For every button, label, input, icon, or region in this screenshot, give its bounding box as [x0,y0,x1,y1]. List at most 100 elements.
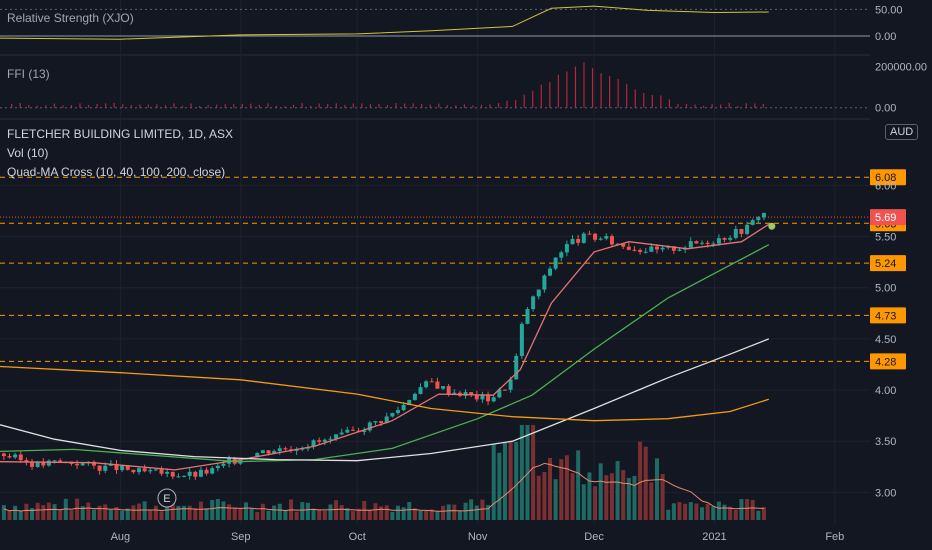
candle-body [215,465,220,469]
price-level-badge [870,307,906,324]
volume-bar [24,503,29,520]
volume-bar [604,475,609,520]
ma-line-40 [0,244,770,463]
volume-bar [666,509,671,520]
y-tick-label: 4.50 [875,334,896,346]
earnings-marker [157,488,177,508]
volume-bar [491,444,496,520]
volume-bar [120,510,125,520]
candle-body [548,268,553,276]
candle-body [474,394,479,400]
volume-bar [283,510,288,520]
y-tick-label: 5.00 [875,283,896,295]
candle-body [626,246,631,250]
candle-body [531,296,536,310]
volume-bar [677,502,682,520]
candle-body [142,468,147,472]
volume-bar [58,509,63,520]
candle-body [694,241,699,244]
volume-bar [649,482,654,520]
volume-bar [165,502,170,520]
candle-body [643,251,648,253]
candle-body [35,461,40,467]
candle-body [480,394,485,400]
volume-bar [80,506,85,520]
x-tick-label: Sep [231,531,251,543]
candle-body [700,242,705,244]
volume-bar [542,472,547,520]
candle-body [536,289,541,297]
candle-body [559,252,564,258]
volume-bar [384,505,389,520]
volume-bar [514,442,519,520]
candle-body [435,381,440,389]
candle-body [446,386,451,395]
candle-body [671,246,676,251]
volume-bar [300,502,305,520]
x-tick-label: Nov [468,531,488,543]
volume-bar [52,504,57,520]
volume-bar [75,498,80,520]
volume-bar [193,508,198,520]
volume-bar [108,509,113,520]
price-level-badge [870,255,906,272]
volume-bar [294,511,299,520]
candle-body [120,465,125,471]
price-level-text: 4.73 [875,310,896,322]
candle-body [328,438,333,440]
x-tick-label: Aug [111,531,131,543]
candle-body [210,468,215,474]
candle-body [221,463,226,466]
candle-body [660,247,665,250]
vol-indicator-label[interactable]: Vol (10) [7,146,49,160]
candle-body [255,453,260,458]
candle-body [564,244,569,253]
currency-button[interactable]: AUD [885,124,919,140]
volume-bar [486,505,491,520]
candle-body [18,454,23,461]
volume-bar [632,475,637,520]
candle-body [193,471,198,477]
volume-bar [350,511,355,520]
candle-body [198,469,203,477]
candle-body [615,243,620,245]
volume-bar [671,503,676,520]
candle-body [750,220,755,225]
volume-bar [519,425,524,520]
candle-body [756,217,761,221]
volume-bar [395,505,400,520]
volume-bar [435,511,440,520]
candle-body [148,470,153,472]
candle-body [553,257,558,269]
ma-indicator-label[interactable]: Quad-MA Cross (10, 40, 100, 200, close) [7,165,226,179]
volume-bar [412,508,417,520]
candle-body [412,393,417,400]
volume-bar [638,441,643,520]
volume-bar [227,504,232,520]
volume-bar [379,506,384,520]
candle-body [317,440,322,442]
rs-indicator-label[interactable]: Relative Strength (XJO) [7,11,134,25]
candle-body [761,212,766,218]
chart-title[interactable]: FLETCHER BUILDING LIMITED, 1D, ASX [7,127,234,141]
volume-bar [317,509,322,520]
volume-bar [474,505,479,520]
volume-bar [756,510,761,520]
volume-bar [621,470,626,520]
ffi-tick-label: 200000.00 [875,61,927,73]
candle-body [97,465,102,471]
ffi-indicator-label[interactable]: FFI (13) [7,67,50,81]
price-level-badge [870,353,906,370]
volume-bar [13,505,18,520]
volume-bar [407,501,412,520]
candle-body [283,448,288,450]
candle-body [322,439,327,442]
y-tick-label: 3.50 [875,436,896,448]
volume-bar [272,505,277,520]
volume-bar [187,505,192,520]
volume-bar [328,504,333,520]
price-level-badge [870,169,906,186]
volume-bar [142,501,147,520]
